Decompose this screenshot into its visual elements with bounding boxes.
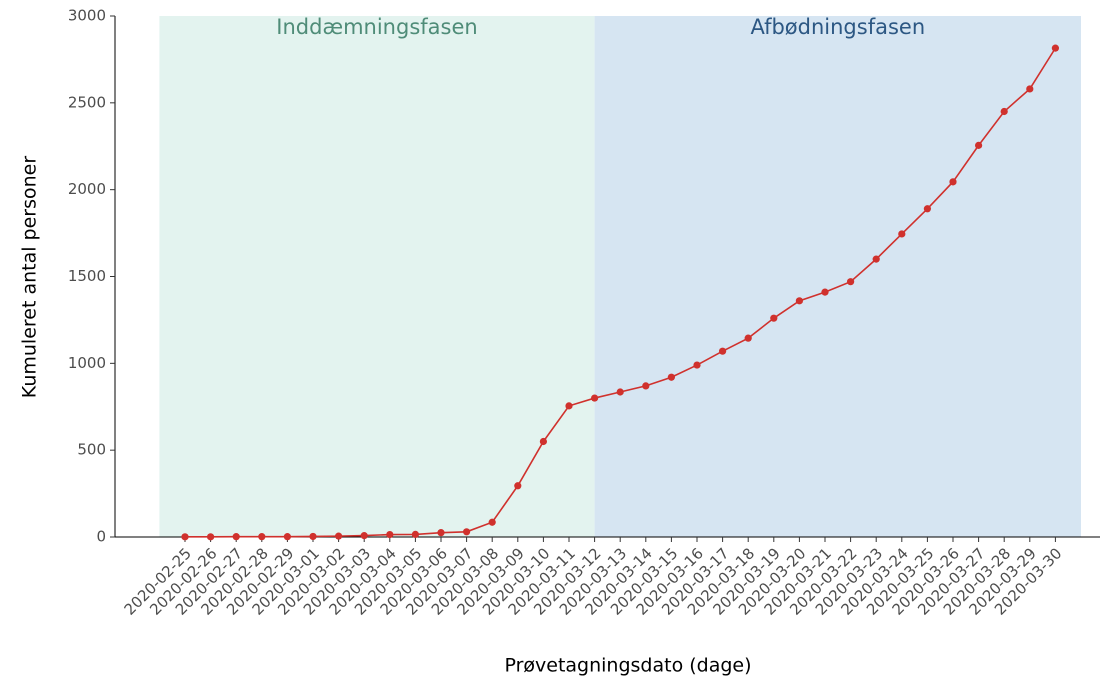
data-point	[258, 533, 266, 541]
data-point	[744, 334, 752, 342]
y-tick-label: 1000	[68, 354, 106, 372]
data-point	[949, 178, 957, 186]
data-point	[1026, 85, 1034, 93]
data-point	[642, 382, 650, 390]
data-point	[872, 255, 880, 263]
data-point	[463, 528, 471, 536]
data-point	[488, 518, 496, 526]
phase-label: Inddæmningsfasen	[276, 15, 477, 39]
data-point	[283, 533, 291, 541]
data-point	[667, 373, 676, 381]
data-point	[411, 530, 419, 538]
data-point	[1051, 44, 1059, 52]
phase-label: Afbødningsfasen	[750, 15, 925, 39]
data-point	[386, 530, 394, 539]
y-axis-title: Kumuleret antal personer	[19, 156, 41, 399]
y-tick-label: 3000	[68, 7, 106, 25]
y-tick-label: 2000	[68, 180, 106, 198]
data-point	[514, 482, 522, 490]
phase-region	[159, 16, 595, 537]
data-point	[335, 532, 343, 540]
data-point	[232, 533, 240, 541]
data-point	[181, 533, 189, 541]
data-point	[1000, 107, 1008, 116]
data-point	[795, 297, 804, 305]
data-point	[565, 402, 573, 410]
x-axis-title: Prøvetagningsdato (dage)	[504, 655, 751, 677]
y-tick-label: 500	[77, 441, 106, 459]
data-point	[616, 388, 624, 396]
y-tick-label: 2500	[68, 93, 106, 111]
data-point	[360, 532, 368, 540]
data-point	[309, 532, 317, 541]
data-point	[693, 361, 701, 369]
data-point	[898, 230, 906, 238]
data-point	[437, 529, 445, 537]
data-point	[539, 437, 548, 446]
data-point	[770, 314, 778, 322]
data-point	[923, 205, 932, 213]
data-point	[207, 533, 215, 541]
y-tick-label: 0	[96, 528, 106, 546]
phase-region	[594, 16, 1081, 537]
data-point	[821, 288, 829, 296]
y-tick-label: 1500	[68, 267, 106, 285]
data-point	[975, 141, 983, 149]
data-point	[591, 394, 599, 402]
data-point	[847, 278, 855, 286]
data-point	[719, 347, 727, 355]
